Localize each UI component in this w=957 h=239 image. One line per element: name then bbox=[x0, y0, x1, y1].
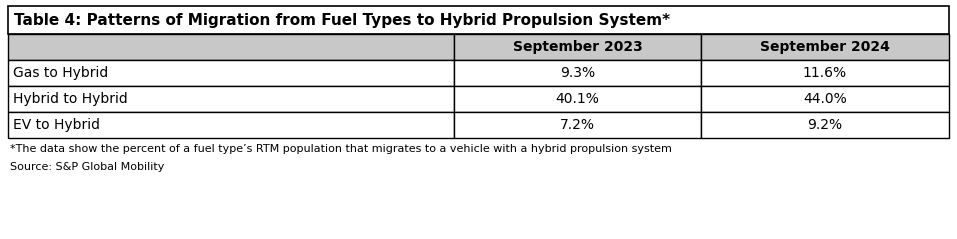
Bar bbox=[701, 86, 949, 112]
Text: 9.3%: 9.3% bbox=[560, 66, 595, 80]
Bar bbox=[8, 112, 454, 138]
Bar bbox=[701, 34, 949, 60]
Bar bbox=[454, 112, 701, 138]
Text: September 2024: September 2024 bbox=[760, 40, 890, 54]
Text: Gas to Hybrid: Gas to Hybrid bbox=[13, 66, 108, 80]
Bar bbox=[8, 34, 454, 60]
Text: 44.0%: 44.0% bbox=[803, 92, 847, 106]
Text: Table 4: Patterns of Migration from Fuel Types to Hybrid Propulsion System*: Table 4: Patterns of Migration from Fuel… bbox=[14, 12, 670, 27]
Bar bbox=[454, 86, 701, 112]
Bar bbox=[8, 60, 454, 86]
Text: 11.6%: 11.6% bbox=[803, 66, 847, 80]
Bar bbox=[8, 86, 454, 112]
Bar bbox=[701, 112, 949, 138]
Text: September 2023: September 2023 bbox=[513, 40, 642, 54]
Text: EV to Hybrid: EV to Hybrid bbox=[13, 118, 100, 132]
Text: 7.2%: 7.2% bbox=[560, 118, 595, 132]
Text: *The data show the percent of a fuel type’s RTM population that migrates to a ve: *The data show the percent of a fuel typ… bbox=[10, 144, 672, 154]
Text: 9.2%: 9.2% bbox=[808, 118, 842, 132]
Bar bbox=[701, 60, 949, 86]
Text: 40.1%: 40.1% bbox=[556, 92, 599, 106]
Bar bbox=[454, 60, 701, 86]
Text: Source: S&P Global Mobility: Source: S&P Global Mobility bbox=[10, 162, 165, 172]
Bar bbox=[454, 34, 701, 60]
Bar bbox=[8, 6, 949, 34]
Text: Hybrid to Hybrid: Hybrid to Hybrid bbox=[13, 92, 127, 106]
